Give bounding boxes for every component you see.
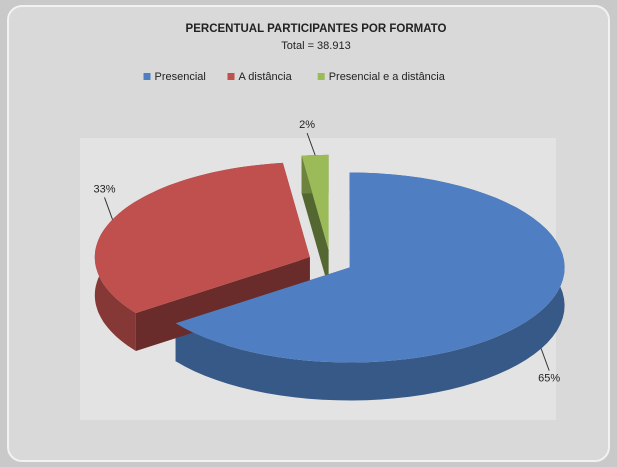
slice-wall (135, 257, 310, 352)
slice (301, 154, 329, 250)
legend-swatch (317, 73, 325, 80)
leader-line (306, 132, 316, 156)
legend-label: A distância (239, 71, 293, 83)
chart-subtitle: Total = 38.913 (281, 40, 350, 52)
slice (94, 162, 310, 313)
slice (175, 172, 565, 363)
data-label: 65% (538, 373, 560, 385)
data-label: 33% (93, 183, 115, 195)
slice-side (175, 172, 565, 401)
leader-line (540, 348, 550, 371)
legend-swatch (143, 73, 151, 80)
chart-title: PERCENTUAL PARTICIPANTES POR FORMATO (186, 23, 447, 35)
leader-line (104, 197, 113, 220)
legend-label: Presencial (155, 71, 206, 83)
legend-swatch (227, 73, 235, 80)
data-label: 2% (299, 119, 315, 131)
legend-label: Presencial e a distância (329, 71, 446, 83)
pie (94, 154, 565, 401)
